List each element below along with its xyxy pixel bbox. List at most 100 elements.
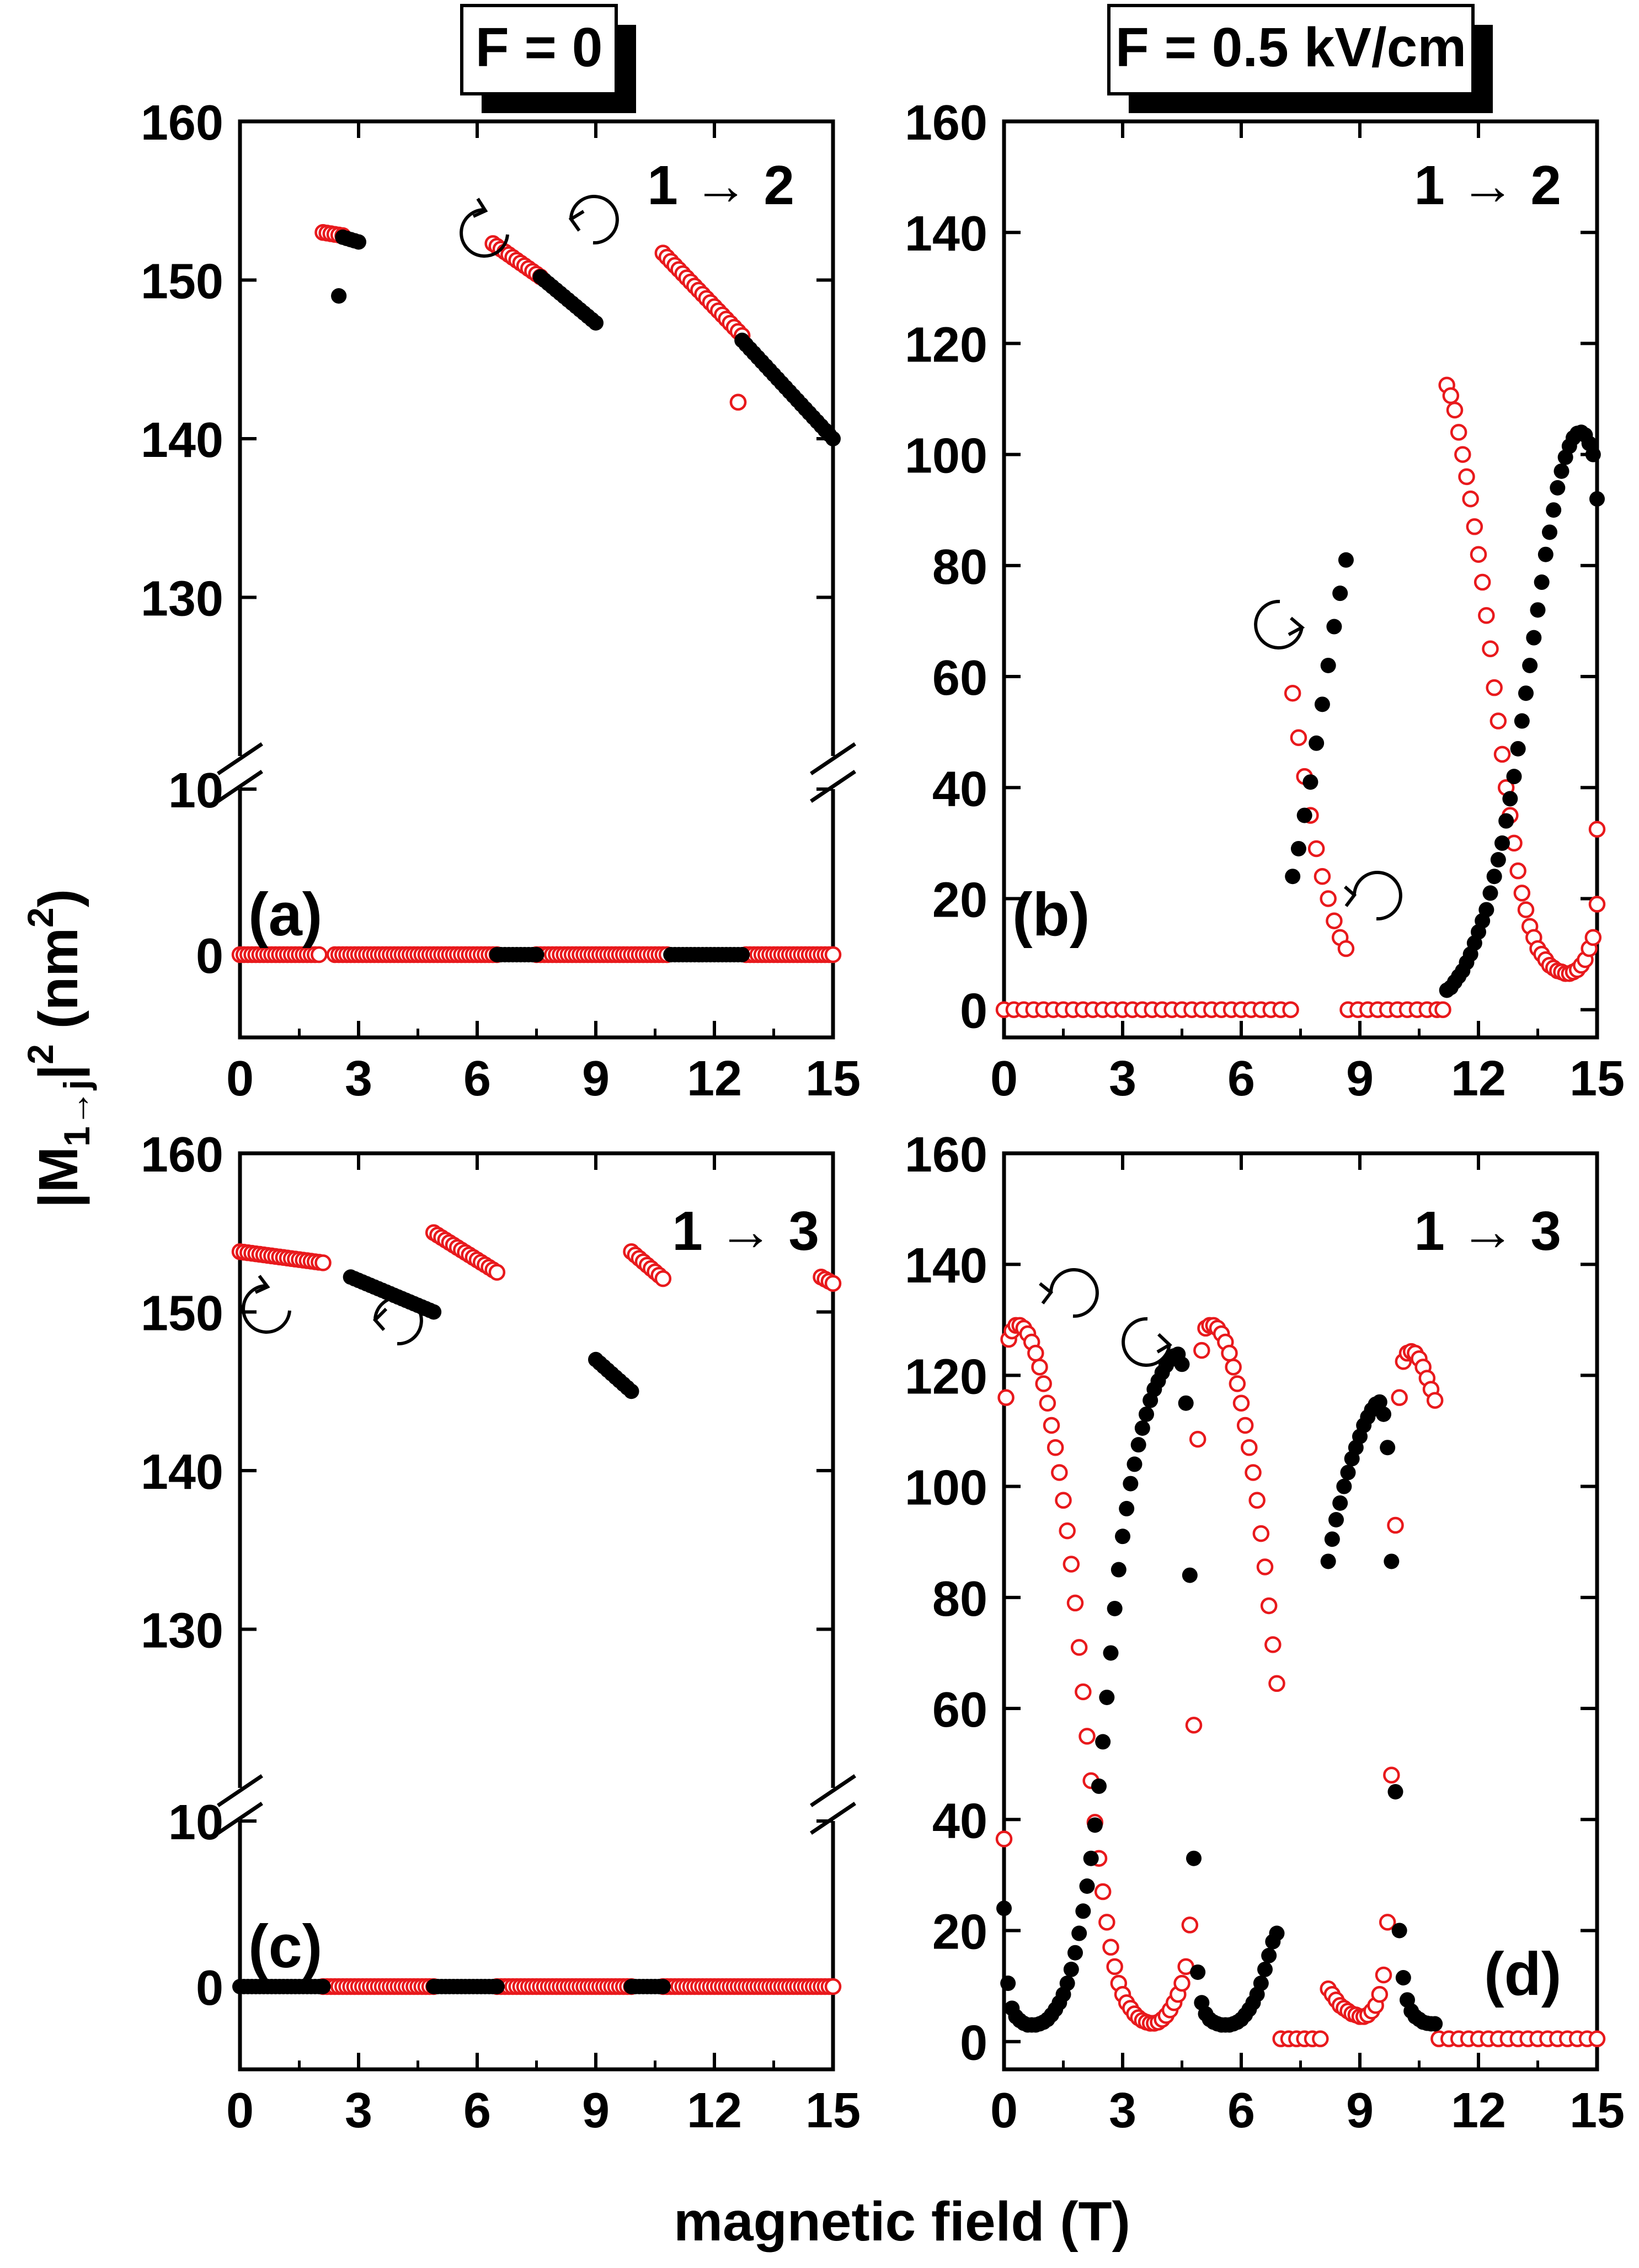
data-point	[1229, 1375, 1246, 1392]
data-point	[1534, 574, 1550, 590]
data-point	[1522, 657, 1538, 673]
axis-break-gap	[811, 1792, 855, 1817]
data-point	[1083, 1850, 1099, 1866]
y-tick-label: 160	[141, 95, 223, 151]
data-point	[1320, 890, 1337, 907]
y-tick-label: 100	[905, 429, 987, 484]
y-tick-label: 0	[960, 984, 987, 1039]
data-point	[1027, 1344, 1044, 1362]
y-tick-label: 130	[141, 1604, 223, 1659]
data-point	[1091, 1778, 1107, 1794]
y-tick-label: 80	[932, 540, 987, 595]
data-point	[995, 1830, 1013, 1848]
data-point	[1490, 852, 1506, 868]
y-tick-label: 0	[196, 929, 223, 984]
x-tick-label: 3	[1109, 1051, 1136, 1106]
data-point	[1478, 607, 1495, 624]
data-point	[1115, 1529, 1130, 1545]
title-box	[1107, 4, 1475, 95]
data-point	[1296, 807, 1312, 823]
data-point	[1248, 1492, 1266, 1509]
x-tick-label: 6	[463, 2083, 491, 2138]
data-point	[1284, 684, 1301, 702]
y-tick-label: 0	[196, 1961, 223, 2016]
cw-arrow-icon	[1254, 599, 1305, 649]
x-tick-label: 15	[805, 2083, 861, 2138]
data-point	[1107, 1600, 1123, 1616]
axis-break-mark	[810, 1774, 856, 1807]
data-point	[1470, 546, 1487, 563]
data-point	[1225, 1359, 1242, 1376]
data-point	[1426, 1392, 1444, 1409]
data-point	[315, 1979, 331, 1994]
panel-label-d: (d)	[1484, 1940, 1561, 2008]
data-point	[655, 1979, 671, 1994]
data-point	[1478, 902, 1494, 918]
x-tick-label: 15	[1569, 1051, 1625, 1106]
x-tick-label: 15	[1569, 2083, 1625, 2138]
data-point	[1232, 1394, 1250, 1412]
data-point	[824, 946, 842, 963]
y-tick-label: 150	[141, 254, 223, 310]
series-open-red	[231, 1224, 842, 1995]
data-point	[1098, 1914, 1115, 1931]
transition-label-a: 1 → 2	[647, 155, 794, 216]
axis-break-gap	[811, 760, 855, 785]
axis-break-mark	[217, 742, 263, 775]
polarization-arrows	[242, 195, 1402, 1367]
x-tick-label: 0	[990, 1051, 1018, 1106]
data-point	[1185, 1716, 1203, 1734]
data-point	[1189, 1430, 1206, 1448]
data-point	[1066, 1594, 1084, 1612]
axis-break-gap	[218, 1792, 262, 1817]
data-point	[1493, 746, 1511, 763]
data-point	[1462, 490, 1479, 508]
data-point	[1309, 735, 1325, 751]
data-point	[1193, 1341, 1210, 1359]
data-point	[1340, 1465, 1356, 1481]
x-tick-label: 15	[805, 1051, 861, 1106]
data-point	[1588, 2030, 1606, 2047]
x-tick-label: 3	[345, 2083, 372, 2138]
cw-arrow-icon	[372, 1296, 423, 1346]
data-point	[1482, 885, 1498, 901]
data-point	[1376, 1406, 1391, 1422]
y-tick-label: 160	[905, 1127, 987, 1183]
title-text: F = 0.5 kV/cm	[1115, 17, 1466, 78]
data-point	[1509, 862, 1526, 880]
data-point	[1395, 1970, 1411, 1985]
x-tick-label: 0	[990, 2083, 1018, 2138]
data-point	[1186, 1850, 1202, 1866]
ccw-arrow-icon	[242, 1275, 291, 1334]
data-point	[1486, 869, 1502, 885]
x-tick-label: 12	[687, 1051, 742, 1106]
x-tick-label: 9	[1346, 1051, 1374, 1106]
y-tick-label: 0	[960, 2016, 987, 2071]
panel-b: 0 3 6 9 12 15 0 20 40 60 80 100 120 140 160	[905, 95, 1625, 1106]
y-tick-label: 120	[905, 317, 987, 372]
data-point	[1326, 619, 1342, 635]
data-point	[1384, 1553, 1400, 1569]
data-point	[1059, 1976, 1075, 1992]
data-point	[1434, 1001, 1451, 1018]
data-point	[1518, 685, 1534, 701]
series-filled-black	[331, 229, 841, 962]
data-point	[1320, 1553, 1336, 1569]
axis-break-mark	[217, 770, 263, 803]
plot-frame-lower	[238, 1821, 835, 2072]
series-open-red	[995, 376, 1606, 1018]
series-filled-black	[1285, 424, 1605, 998]
plot-frame	[1002, 119, 1599, 1040]
data-point	[1391, 1923, 1407, 1939]
data-point	[1324, 1531, 1340, 1547]
data-point	[488, 1264, 506, 1281]
y-tick-label: 60	[932, 651, 987, 706]
y-tick-label: 10	[168, 763, 223, 818]
data-point	[1257, 1961, 1273, 1977]
data-point	[489, 1979, 505, 1994]
y-tick-label: 40	[932, 762, 987, 817]
data-point	[654, 1270, 672, 1287]
data-point	[1498, 813, 1514, 829]
data-point	[1514, 713, 1530, 729]
